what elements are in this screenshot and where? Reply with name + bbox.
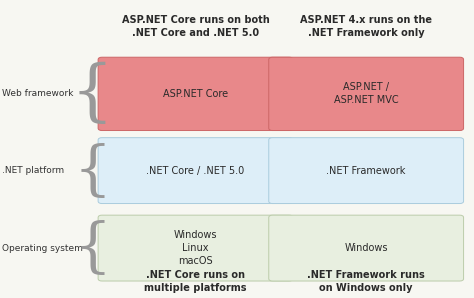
- Text: Windows
Linux
macOS: Windows Linux macOS: [174, 230, 217, 266]
- Text: ASP.NET Core: ASP.NET Core: [163, 89, 228, 99]
- Text: .NET Framework: .NET Framework: [327, 166, 406, 176]
- FancyBboxPatch shape: [98, 57, 293, 131]
- FancyBboxPatch shape: [98, 138, 293, 204]
- Text: Windows: Windows: [345, 243, 388, 253]
- Text: {: {: [73, 142, 111, 200]
- Text: ASP.NET 4.x runs on the
.NET Framework only: ASP.NET 4.x runs on the .NET Framework o…: [300, 15, 432, 38]
- FancyBboxPatch shape: [98, 215, 293, 281]
- Text: {: {: [73, 219, 111, 277]
- FancyBboxPatch shape: [269, 57, 464, 131]
- Text: .NET Core / .NET 5.0: .NET Core / .NET 5.0: [146, 166, 245, 176]
- Text: Web framework: Web framework: [2, 89, 74, 98]
- Text: ASP.NET /
ASP.NET MVC: ASP.NET / ASP.NET MVC: [334, 82, 399, 105]
- Text: ASP.NET Core runs on both
.NET Core and .NET 5.0: ASP.NET Core runs on both .NET Core and …: [122, 15, 269, 38]
- Text: .NET Core runs on
multiple platforms: .NET Core runs on multiple platforms: [144, 270, 247, 293]
- Text: {: {: [71, 61, 114, 127]
- FancyBboxPatch shape: [269, 215, 464, 281]
- Text: .NET platform: .NET platform: [2, 166, 64, 175]
- Text: Operating system: Operating system: [2, 243, 83, 253]
- Text: .NET Framework runs
on Windows only: .NET Framework runs on Windows only: [307, 270, 425, 293]
- FancyBboxPatch shape: [269, 138, 464, 204]
